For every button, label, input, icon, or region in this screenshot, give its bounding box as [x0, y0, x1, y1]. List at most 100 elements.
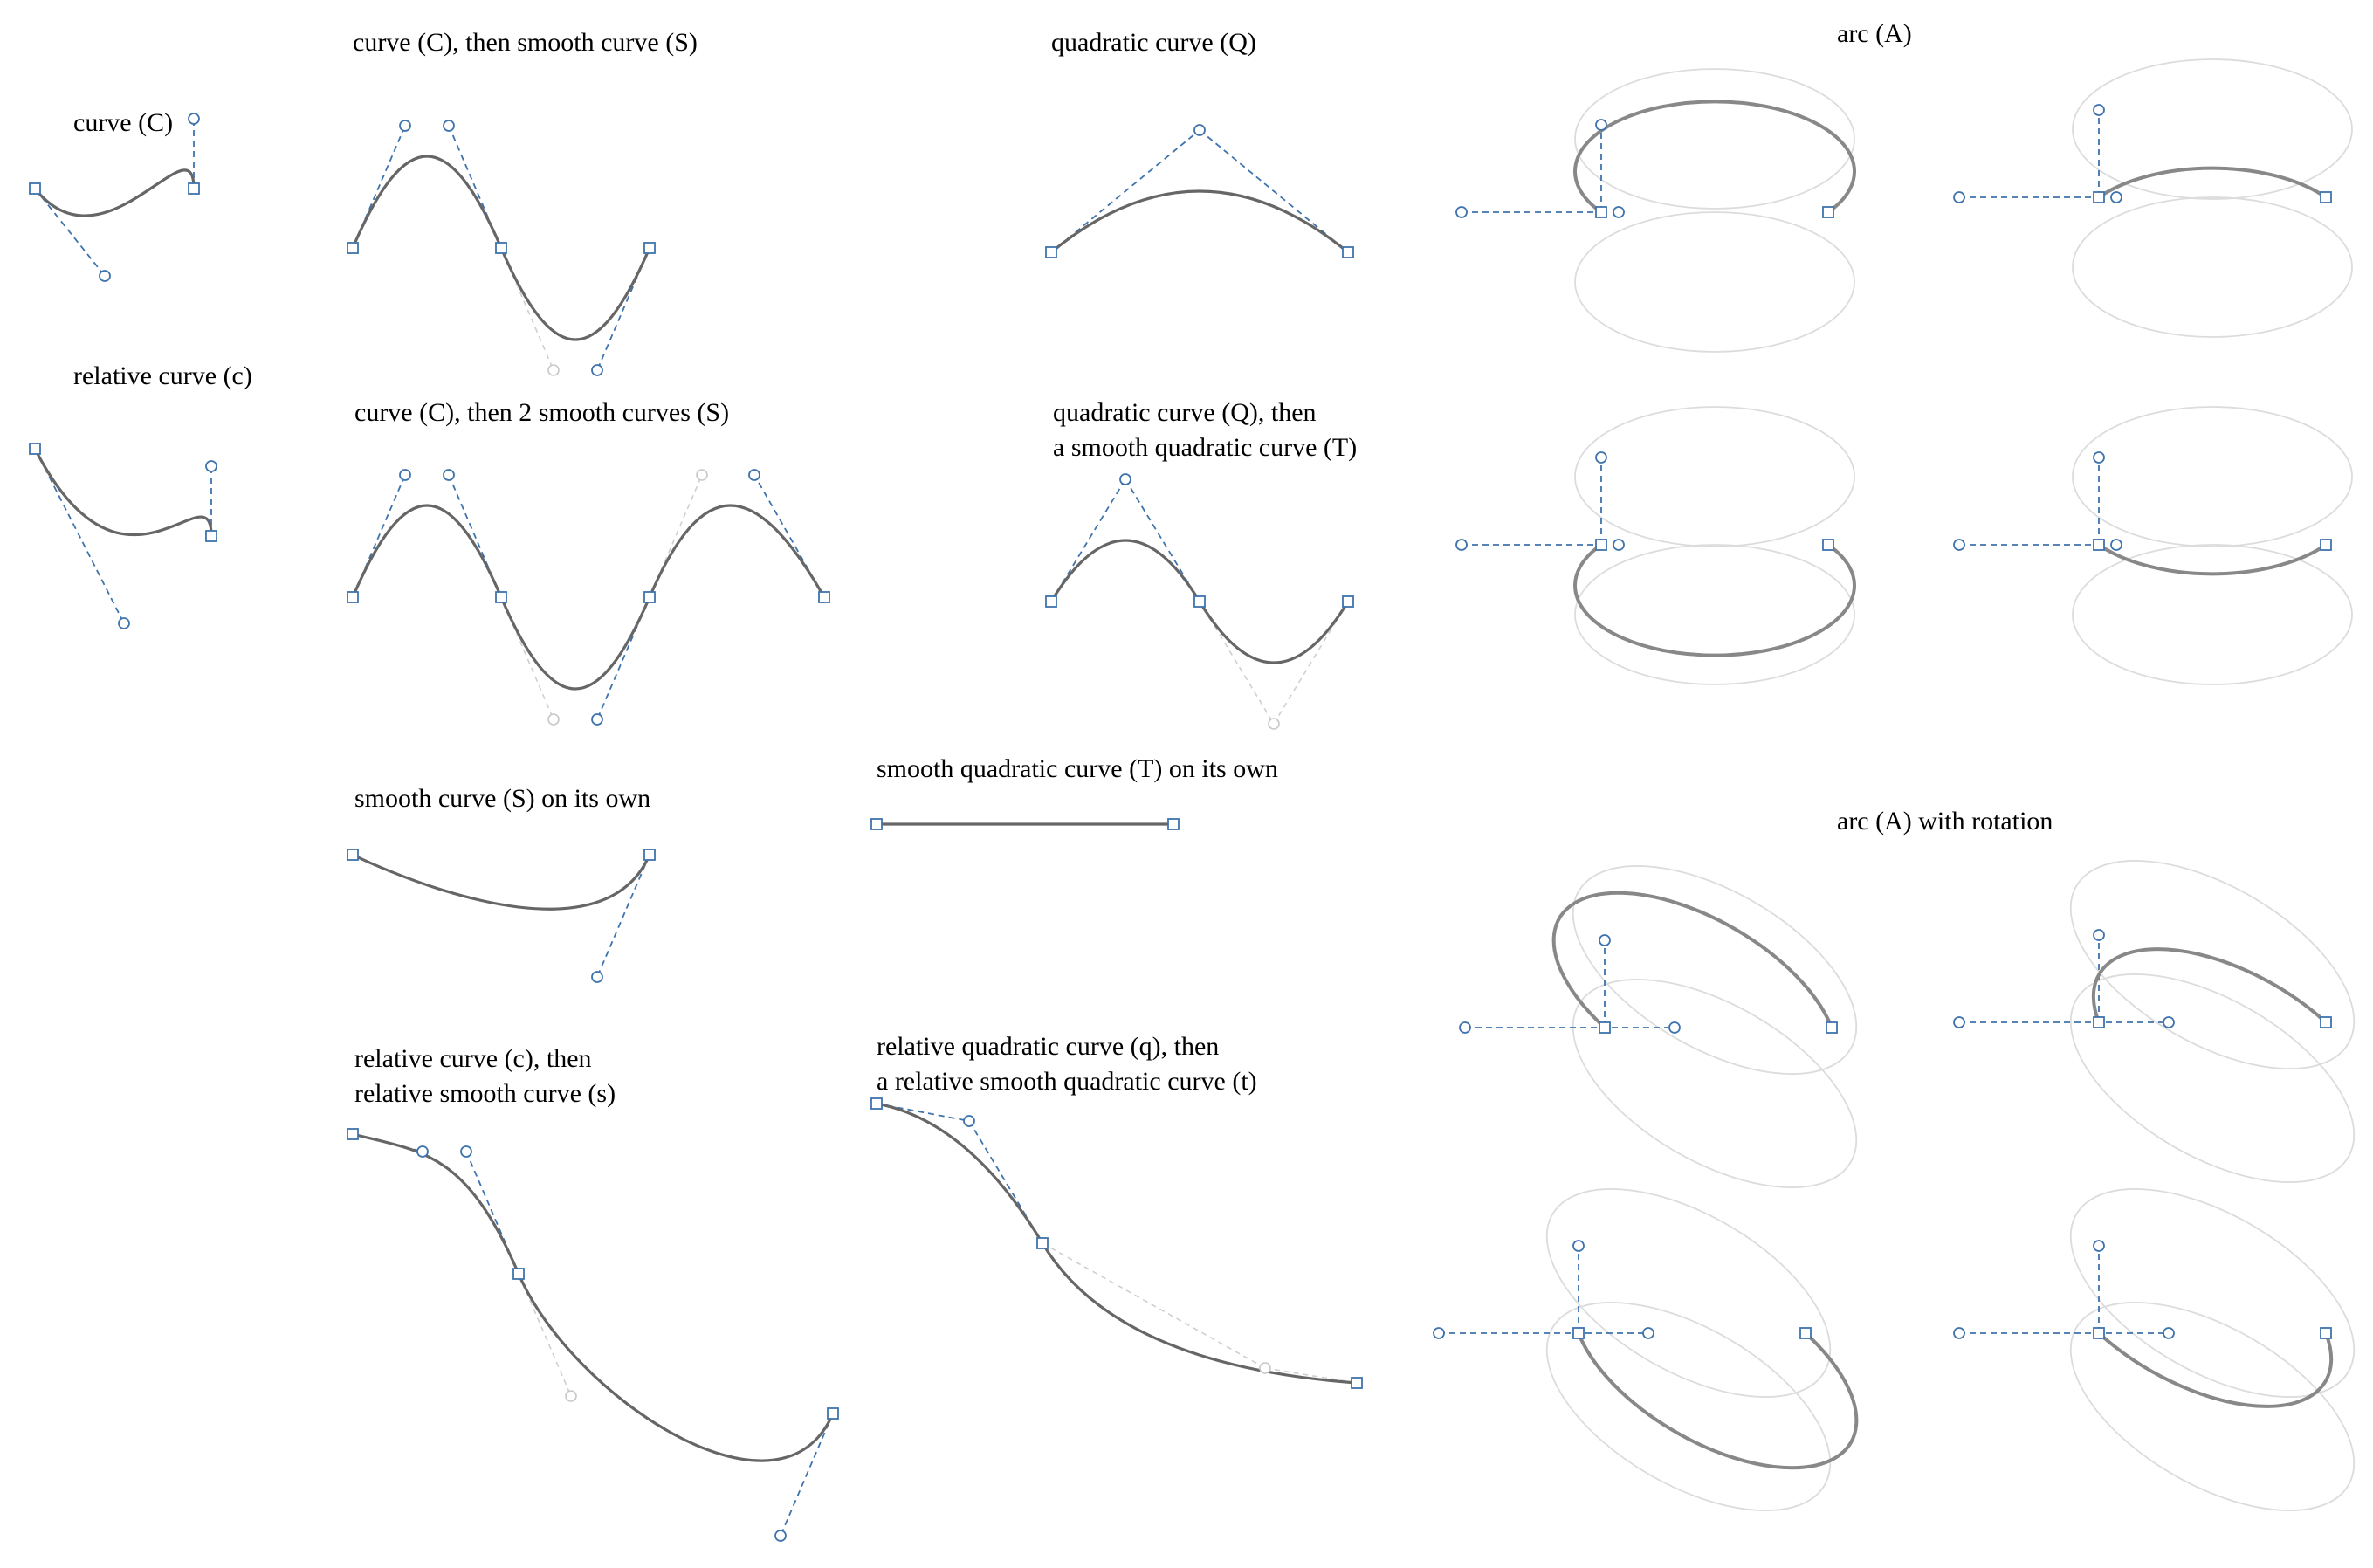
radius-handle [1455, 206, 1468, 218]
anchor-point [2320, 191, 2332, 203]
label-rel-quad-then-rel-smooth-quad-line2: a relative smooth quadratic curve (t) [877, 1067, 1257, 1096]
quadratic-then-smooth-quadratic-example [1045, 473, 1354, 730]
arc-ellipse-outline [1545, 1302, 1832, 1511]
anchor-point [818, 591, 830, 603]
anchor-point [495, 591, 507, 603]
curve-c-example [29, 113, 200, 282]
relative-curve-then-relative-smooth-example [347, 1128, 839, 1542]
radius-handle [2093, 929, 2105, 941]
anchor-point [2093, 539, 2105, 551]
anchor-point [188, 182, 200, 195]
label-smooth-quad-on-own: smooth quadratic curve (T) on its own [877, 754, 1278, 783]
reflected-control-point [547, 713, 560, 726]
label-curve-c: curve (C) [73, 108, 173, 137]
radius-handle [2093, 1240, 2105, 1252]
reflected-control-point [1268, 718, 1280, 730]
label-quad-then-smooth-quad-line1: quadratic curve (Q), then [1053, 398, 1317, 427]
anchor-point [1193, 595, 1206, 608]
curve-path [33, 168, 196, 217]
radius-handle [1599, 934, 1611, 946]
arc-ellipse-outline [2072, 544, 2353, 685]
anchor-point [29, 182, 41, 195]
anchor-point [1595, 539, 1607, 551]
arc-path [2097, 1331, 2334, 1408]
arc-path [1573, 100, 1856, 214]
label-quadratic-q: quadratic curve (Q) [1051, 28, 1256, 57]
anchor-point [1826, 1021, 1838, 1034]
label-arc-a: arc (A) [1837, 19, 1912, 48]
radius-handle [1459, 1021, 1471, 1034]
control-point [118, 617, 130, 629]
anchor-point [1045, 595, 1057, 608]
anchor-point [512, 1268, 525, 1280]
control-handle-line [596, 854, 650, 978]
anchor-point [2320, 539, 2332, 551]
control-point [963, 1115, 975, 1127]
arc-path [1577, 1331, 1859, 1470]
control-handle-line [34, 448, 125, 624]
anchor-point [643, 242, 656, 254]
label-smooth-on-own: smooth curve (S) on its own [354, 784, 650, 813]
curve-path [351, 504, 826, 691]
control-point [399, 469, 411, 481]
radius-handle [1455, 539, 1468, 551]
radius-handle [1953, 1016, 1965, 1028]
radius-handle [1953, 1327, 1965, 1339]
label-rel-quad-then-rel-smooth-quad-line1: relative quadratic curve (q), then [877, 1032, 1219, 1061]
control-point [591, 364, 603, 376]
anchor-point [1045, 246, 1057, 258]
arc-large-sweep-upper [1455, 68, 1856, 353]
anchor-point [1822, 539, 1834, 551]
radius-handle [1595, 119, 1607, 131]
radius-handle [1595, 451, 1607, 464]
anchor-point [1342, 246, 1354, 258]
relative-quadratic-then-relative-smooth-example [870, 1097, 1363, 1389]
label-relative-curve-c: relative curve (c) [73, 361, 252, 390]
anchor-point [1799, 1327, 1812, 1339]
control-point [1119, 473, 1131, 485]
anchor-point [1342, 595, 1354, 608]
arc-ellipse-outline [2069, 1302, 2356, 1511]
anchor-point [2320, 1327, 2332, 1339]
label-curve-then-2-smooth: curve (C), then 2 smooth curves (S) [354, 398, 729, 427]
label-quad-then-smooth-quad-line2: a smooth quadratic curve (T) [1053, 433, 1357, 462]
label-arc-a-rotation: arc (A) with rotation [1837, 807, 2053, 836]
radius-handle [1433, 1327, 1445, 1339]
arc-large-sweep-lower [1455, 406, 1856, 685]
label-rel-curve-then-rel-smooth-line1: relative curve (c), then [354, 1044, 592, 1073]
radius-handle [1642, 1327, 1654, 1339]
arc-ellipse-outline [1574, 406, 1855, 547]
anchor-point [2320, 1016, 2332, 1028]
reflected-control-point [1259, 1362, 1271, 1374]
anchor-point [870, 818, 883, 830]
anchor-point [870, 1097, 883, 1110]
arc-path [2097, 543, 2328, 576]
radius-handle [1572, 1240, 1585, 1252]
reflected-control-point [696, 469, 708, 481]
arc-ellipse-outline [1574, 68, 1855, 210]
arc-ellipse-outline [1574, 544, 1855, 685]
radius-handle [1613, 206, 1625, 218]
rotated-arc-large-lower [1433, 1188, 1859, 1511]
anchor-point [1351, 1377, 1363, 1389]
label-curve-then-smooth: curve (C), then smooth curve (S) [353, 28, 698, 57]
arc-ellipse-outline [2069, 1188, 2356, 1398]
control-point [460, 1145, 472, 1158]
anchor-point [1036, 1237, 1049, 1249]
anchor-point [347, 591, 359, 603]
arc-ellipse-outline [2069, 973, 2356, 1183]
control-handle-line [1050, 129, 1200, 253]
control-point [774, 1530, 787, 1542]
curve-path [351, 853, 651, 911]
radius-handle [1953, 539, 1965, 551]
arc-ellipse-outline [2072, 58, 2353, 200]
curve-then-smooth-example [347, 120, 656, 376]
radius-handle [1668, 1021, 1681, 1034]
anchor-point [1599, 1021, 1611, 1034]
control-point [399, 120, 411, 132]
quadratic-curve-example [1045, 124, 1354, 258]
rotated-arc-small-upper [1953, 860, 2356, 1183]
control-handle-line [780, 1413, 834, 1537]
arc-ellipse-outline [1545, 1188, 1832, 1398]
